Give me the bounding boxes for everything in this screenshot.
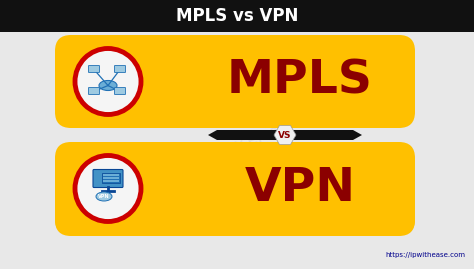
- Text: VPN: VPN: [98, 194, 110, 199]
- FancyBboxPatch shape: [55, 35, 415, 128]
- Text: ipwithease.com: ipwithease.com: [178, 117, 296, 173]
- Text: MPLS vs VPN: MPLS vs VPN: [176, 7, 298, 25]
- Polygon shape: [353, 130, 362, 140]
- FancyBboxPatch shape: [55, 142, 415, 235]
- FancyBboxPatch shape: [89, 65, 100, 73]
- FancyBboxPatch shape: [55, 148, 415, 236]
- FancyBboxPatch shape: [0, 0, 474, 32]
- FancyBboxPatch shape: [103, 176, 119, 179]
- Circle shape: [75, 48, 141, 115]
- Ellipse shape: [96, 192, 112, 201]
- FancyBboxPatch shape: [217, 130, 353, 140]
- Polygon shape: [208, 130, 217, 140]
- FancyBboxPatch shape: [103, 179, 119, 182]
- Ellipse shape: [99, 80, 117, 90]
- FancyBboxPatch shape: [93, 169, 123, 187]
- Circle shape: [75, 155, 141, 221]
- Text: VPN: VPN: [245, 166, 356, 211]
- FancyBboxPatch shape: [103, 174, 119, 175]
- Text: VS: VS: [278, 130, 292, 140]
- Text: https://ipwithease.com: https://ipwithease.com: [385, 252, 465, 258]
- FancyBboxPatch shape: [115, 87, 126, 94]
- FancyBboxPatch shape: [115, 65, 126, 73]
- FancyBboxPatch shape: [102, 172, 120, 182]
- Text: MPLS: MPLS: [227, 59, 373, 104]
- FancyBboxPatch shape: [89, 87, 100, 94]
